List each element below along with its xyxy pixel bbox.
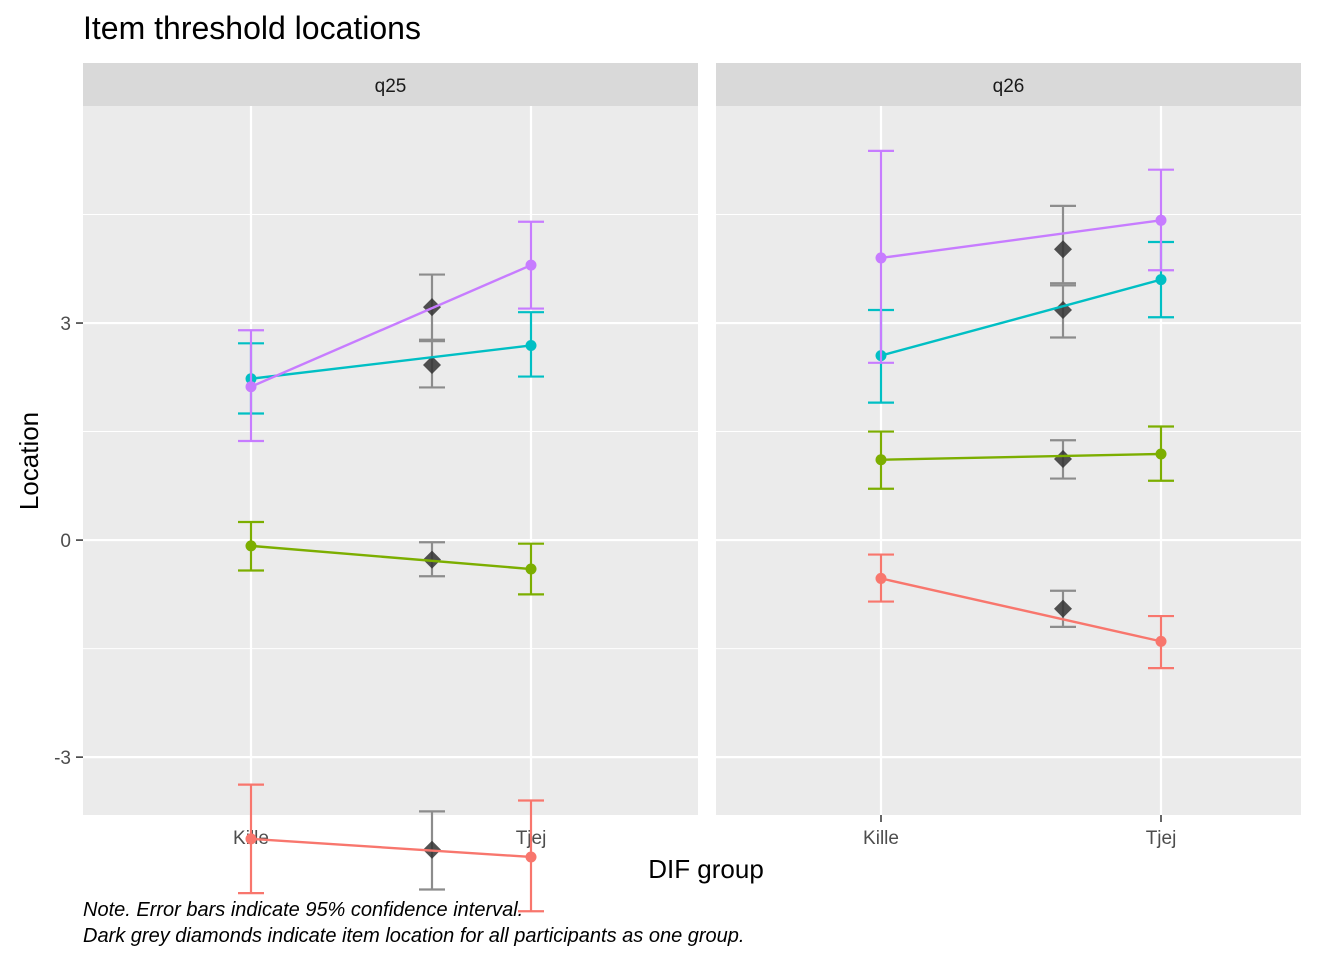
facet-strip bbox=[83, 63, 698, 106]
threshold-3-line bbox=[880, 278, 1162, 357]
facet-strip bbox=[716, 63, 1301, 106]
threshold-4-tjej-point bbox=[1155, 214, 1167, 226]
threshold-1-kille-point bbox=[245, 833, 257, 845]
panel-q25: q25KilleTjej bbox=[83, 63, 698, 913]
threshold-1-line bbox=[880, 577, 1162, 643]
panel-background bbox=[716, 106, 1301, 815]
group-estimates bbox=[238, 220, 544, 913]
panel-q26: q26 Kille Tjej bbox=[716, 63, 1301, 849]
threshold-2-overall-diamond bbox=[1054, 450, 1072, 469]
y-axis-title: Location bbox=[14, 412, 44, 510]
chart-title: Item threshold locations bbox=[83, 10, 421, 46]
threshold-1-overall-diamond bbox=[1054, 599, 1072, 618]
y-tick-label-2: 3 bbox=[60, 314, 71, 335]
threshold-4-line bbox=[250, 264, 532, 388]
threshold-3-overall-diamond bbox=[423, 356, 441, 375]
caption-line-1: Note. Error bars indicate 95% confidence… bbox=[83, 899, 523, 921]
facet-strip-label: q25 bbox=[375, 76, 407, 97]
threshold-4-kille-point bbox=[875, 252, 887, 264]
threshold-2-kille-point bbox=[875, 454, 887, 466]
threshold-1-tjej-point bbox=[1155, 635, 1167, 647]
threshold-4-kille-point bbox=[245, 381, 257, 393]
overall-estimates bbox=[419, 273, 445, 891]
threshold-2-line bbox=[880, 452, 1162, 461]
threshold-1-tjej-point bbox=[525, 851, 537, 863]
caption-line-2: Dark grey diamonds indicate item locatio… bbox=[83, 925, 744, 947]
overall-estimates bbox=[1050, 204, 1076, 628]
threshold-2-tjej-point bbox=[1155, 448, 1167, 460]
y-tick-label-1: 0 bbox=[60, 531, 71, 552]
group-estimates bbox=[868, 149, 1174, 670]
x-tick-label-kille: Kille bbox=[863, 828, 899, 849]
threshold-3-line bbox=[250, 344, 532, 380]
y-tick-label-0: -3 bbox=[54, 748, 71, 769]
threshold-2-kille-point bbox=[245, 540, 257, 552]
panels-layer: -3 0 3 q25KilleTjej q26 Kille Tjej bbox=[54, 63, 1301, 913]
threshold-4-overall-diamond bbox=[1054, 240, 1072, 259]
x-axis-title: DIF group bbox=[648, 854, 764, 884]
panel-background bbox=[83, 106, 698, 815]
threshold-4-line bbox=[880, 219, 1162, 260]
threshold-3-tjej-point bbox=[525, 339, 537, 351]
threshold-4-tjej-point bbox=[525, 259, 537, 271]
x-tick-label-tjej: Tjej bbox=[1146, 828, 1177, 849]
threshold-2-line bbox=[250, 544, 532, 571]
threshold-1-kille-point bbox=[875, 572, 887, 584]
facet-strip-label: q26 bbox=[993, 76, 1025, 97]
threshold-3-tjej-point bbox=[1155, 274, 1167, 286]
threshold-2-tjej-point bbox=[525, 563, 537, 575]
threshold-2-overall-diamond bbox=[423, 550, 441, 569]
threshold-1-line bbox=[250, 837, 532, 859]
